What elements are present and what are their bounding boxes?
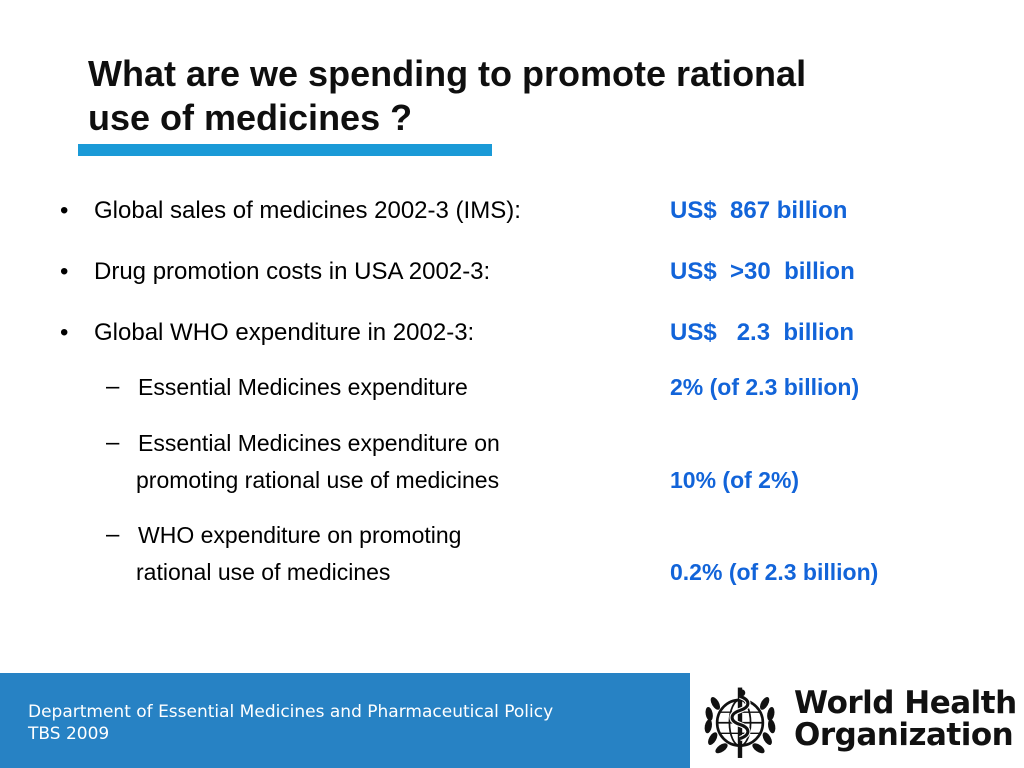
bullet-marker: •: [60, 319, 69, 346]
org-name-line2: Organization: [794, 717, 1014, 753]
bullet-label: Drug promotion costs in USA 2002-3:: [94, 258, 491, 285]
bullet-value: US$ 2.3 billion: [670, 319, 855, 346]
subitem-value: 10% (of 2%): [670, 467, 800, 493]
subitem-value: 2% (of 2.3 billion): [670, 374, 860, 400]
bullet-value: US$ >30 billion: [670, 258, 855, 285]
subitem-label-line2: rational use of medicines: [136, 559, 391, 585]
subitem-label: Essential Medicines expenditure: [138, 374, 468, 400]
subitem-value: 0.2% (of 2.3 billion): [670, 559, 879, 585]
bullet-marker: •: [60, 197, 69, 224]
bullet-label: Global WHO expenditure in 2002-3:: [94, 319, 475, 346]
footer-bar: Department of Essential Medicines and Ph…: [0, 673, 1024, 768]
dash-marker: –: [106, 521, 120, 548]
footer-event: TBS 2009: [28, 724, 110, 744]
title-line-2: use of medicines ?: [88, 97, 413, 138]
slide-title: What are we spending to promote rational…: [88, 52, 948, 140]
organization-name: World Health Organization: [794, 687, 1017, 751]
subitem-label-line1: Essential Medicines expenditure on: [138, 430, 500, 456]
footer-department: Department of Essential Medicines and Ph…: [28, 702, 554, 722]
who-logo: World Health Organization: [690, 673, 1024, 768]
dash-marker: –: [106, 429, 120, 456]
bullet-marker: •: [60, 258, 69, 285]
dash-marker: –: [106, 373, 120, 400]
bullet-label: Global sales of medicines 2002-3 (IMS):: [94, 197, 521, 224]
subitem-label-line2: promoting rational use of medicines: [136, 467, 500, 493]
subitem-label-line1: WHO expenditure on promoting: [138, 522, 462, 548]
footer-text: Department of Essential Medicines and Ph…: [28, 701, 553, 745]
who-emblem-icon: [704, 687, 776, 758]
title-line-1: What are we spending to promote rational: [88, 53, 807, 94]
bullet-value: US$ 867 billion: [670, 197, 848, 224]
org-name-line1: World Health: [794, 685, 1017, 721]
title-underline-bar: [78, 144, 492, 156]
